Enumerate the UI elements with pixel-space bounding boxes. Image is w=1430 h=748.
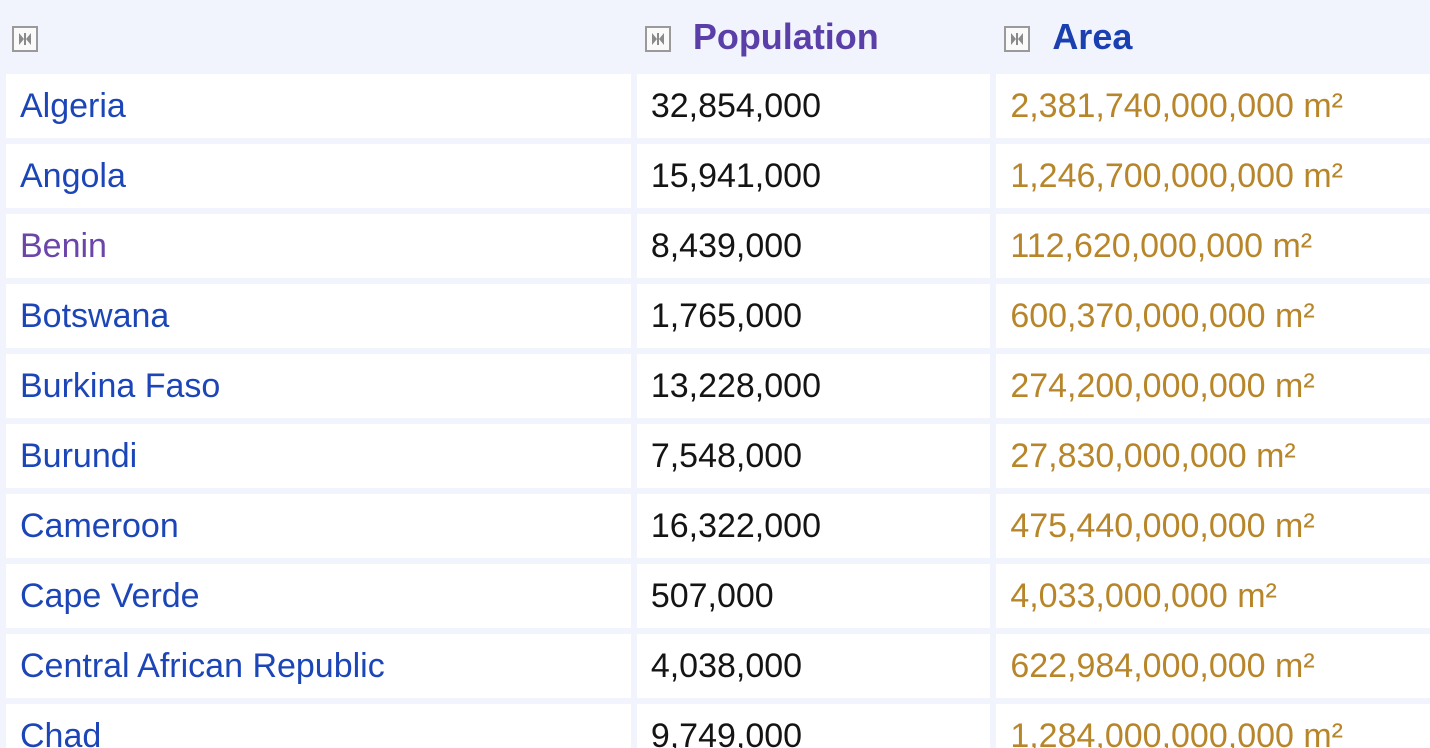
header-population-label[interactable]: Population	[692, 16, 879, 57]
header-area-label[interactable]: Area	[1052, 16, 1133, 57]
country-link[interactable]: Burundi	[6, 424, 631, 488]
header-population[interactable]: Population	[637, 6, 991, 68]
country-link[interactable]: Benin	[6, 214, 631, 278]
sort-toggle-icon[interactable]	[1004, 26, 1031, 53]
country-link[interactable]: Cameroon	[6, 494, 631, 558]
population-cell: 4,038,000	[636, 634, 991, 698]
population-cell: 9,749,000	[636, 704, 991, 748]
population-cell: 16,322,000	[636, 494, 991, 558]
area-cell: 1,246,700,000,000 m²	[996, 144, 1430, 208]
area-cell: 112,620,000,000 m²	[996, 214, 1430, 278]
area-cell: 600,370,000,000 m²	[996, 284, 1430, 348]
population-cell: 7,548,000	[636, 424, 991, 488]
table-row: Benin 8,439,000 112,620,000,000 m²	[6, 214, 1430, 278]
area-cell: 1,284,000,000,000 m²	[996, 704, 1430, 748]
table-row: Chad 9,749,000 1,284,000,000,000 m²	[6, 704, 1430, 748]
area-cell: 27,830,000,000 m²	[996, 424, 1430, 488]
population-cell: 32,854,000	[636, 74, 991, 138]
country-link[interactable]: Central African Republic	[6, 634, 631, 698]
area-cell: 4,033,000,000 m²	[996, 564, 1430, 628]
table-row: Botswana 1,765,000 600,370,000,000 m²	[6, 284, 1430, 348]
country-link[interactable]: Chad	[6, 704, 631, 748]
table-row: Algeria 32,854,000 2,381,740,000,000 m²	[6, 74, 1430, 138]
sort-toggle-icon[interactable]	[644, 26, 671, 53]
table-row: Cameroon 16,322,000 475,440,000,000 m²	[6, 494, 1430, 558]
table-row: Burkina Faso 13,228,000 274,200,000,000 m²	[6, 354, 1430, 418]
table-row: Cape Verde 507,000 4,033,000,000 m²	[6, 564, 1430, 628]
population-cell: 507,000	[636, 564, 991, 628]
area-cell: 622,984,000,000 m²	[996, 634, 1430, 698]
table-row: Angola 15,941,000 1,246,700,000,000 m²	[6, 144, 1430, 208]
population-cell: 15,941,000	[636, 144, 991, 208]
country-link[interactable]: Botswana	[6, 284, 631, 348]
header-country[interactable]	[6, 6, 631, 68]
table-body: Algeria 32,854,000 2,381,740,000,000 m² Ang…	[6, 74, 1430, 748]
area-cell: 475,440,000,000 m²	[996, 494, 1430, 558]
area-cell: 2,381,740,000,000 m²	[996, 74, 1430, 138]
table-header-row: Population Area	[6, 6, 1430, 68]
population-cell: 1,765,000	[636, 284, 991, 348]
header-area[interactable]: Area	[996, 6, 1430, 68]
table-row: Burundi 7,548,000 27,830,000,000 m²	[6, 424, 1430, 488]
country-link[interactable]: Angola	[6, 144, 631, 208]
population-cell: 13,228,000	[636, 354, 991, 418]
sort-toggle-icon[interactable]	[12, 26, 38, 53]
country-link[interactable]: Algeria	[6, 74, 631, 138]
table-row: Central African Republic 4,038,000 622,984…	[6, 634, 1430, 698]
country-link[interactable]: Cape Verde	[6, 564, 631, 628]
area-cell: 274,200,000,000 m²	[996, 354, 1430, 418]
population-cell: 8,439,000	[636, 214, 991, 278]
country-link[interactable]: Burkina Faso	[6, 354, 631, 418]
